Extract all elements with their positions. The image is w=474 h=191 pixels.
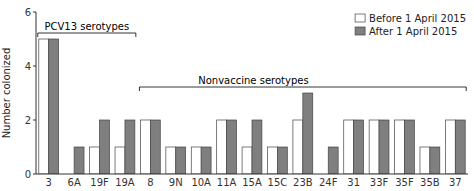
- x-tick-label: 35B: [420, 177, 440, 188]
- annotation: PCV13 serotypes: [44, 21, 129, 32]
- bar: [140, 120, 150, 174]
- bar: [217, 120, 227, 174]
- x-tick-label: 19F: [90, 177, 109, 188]
- bracket: [139, 87, 466, 91]
- bar: [227, 120, 237, 174]
- bar: [201, 147, 211, 174]
- bar: [74, 147, 84, 174]
- bar: [430, 147, 440, 174]
- legend: Before 1 April 2015 After 1 April 2015: [355, 13, 466, 37]
- bar: [39, 39, 49, 174]
- bar: [49, 39, 59, 174]
- bar: [404, 120, 414, 174]
- x-tick-label: 3: [46, 177, 52, 188]
- x-tick-label: 31: [347, 177, 360, 188]
- bar: [354, 120, 364, 174]
- bar: [242, 147, 252, 174]
- bar: [125, 120, 135, 174]
- bar: [420, 147, 430, 174]
- y-axis-label: Number colonized: [1, 48, 12, 139]
- legend-label: Before 1 April 2015: [369, 13, 466, 24]
- bar: [100, 120, 110, 174]
- x-tick-label: 11A: [217, 177, 237, 188]
- x-tick-label: 23B: [293, 177, 313, 188]
- x-tick-label: 35F: [395, 177, 414, 188]
- bar: [445, 120, 455, 174]
- bar: [252, 120, 262, 174]
- bar: [268, 147, 278, 174]
- y-tick-label: 6: [25, 7, 31, 18]
- bar: [369, 120, 379, 174]
- legend-swatch: [355, 14, 365, 22]
- bar: [395, 120, 405, 174]
- chart: 0 2 4 6 Number colonized 3 6A 19F 19A 8 9N 10A 11A 15…: [0, 0, 474, 191]
- x-tick-label: 15C: [268, 177, 288, 188]
- bar: [328, 147, 338, 174]
- x-tick-label: 8: [147, 177, 153, 188]
- bar: [166, 147, 176, 174]
- x-tick-label: 15A: [242, 177, 262, 188]
- y-tick-label: 4: [25, 61, 31, 72]
- y-axis: [36, 12, 37, 174]
- x-tick-label: 33F: [370, 177, 389, 188]
- bar: [379, 120, 389, 174]
- legend-label: After 1 April 2015: [369, 26, 457, 37]
- x-axis: [36, 174, 468, 175]
- x-tick-label: 37: [449, 177, 462, 188]
- bar: [303, 93, 313, 174]
- bracket: [38, 33, 136, 37]
- bar: [150, 120, 160, 174]
- bar: [455, 120, 465, 174]
- bar: [176, 147, 186, 174]
- x-tick-label: 24F: [319, 177, 338, 188]
- bar: [90, 147, 100, 174]
- y-tick-label: 0: [25, 169, 31, 180]
- annotation: Nonvaccine serotypes: [198, 75, 308, 86]
- x-tick-label: 19A: [115, 177, 135, 188]
- bar: [115, 147, 125, 174]
- legend-swatch: [355, 27, 365, 35]
- bar: [277, 147, 287, 174]
- x-tick-label: 6A: [68, 177, 81, 188]
- x-tick-label: 10A: [191, 177, 211, 188]
- bars: [39, 39, 465, 174]
- x-tick-label: 9N: [169, 177, 183, 188]
- y-tick-label: 2: [25, 115, 31, 126]
- bar: [344, 120, 354, 174]
- bar: [293, 120, 303, 174]
- bar: [191, 147, 201, 174]
